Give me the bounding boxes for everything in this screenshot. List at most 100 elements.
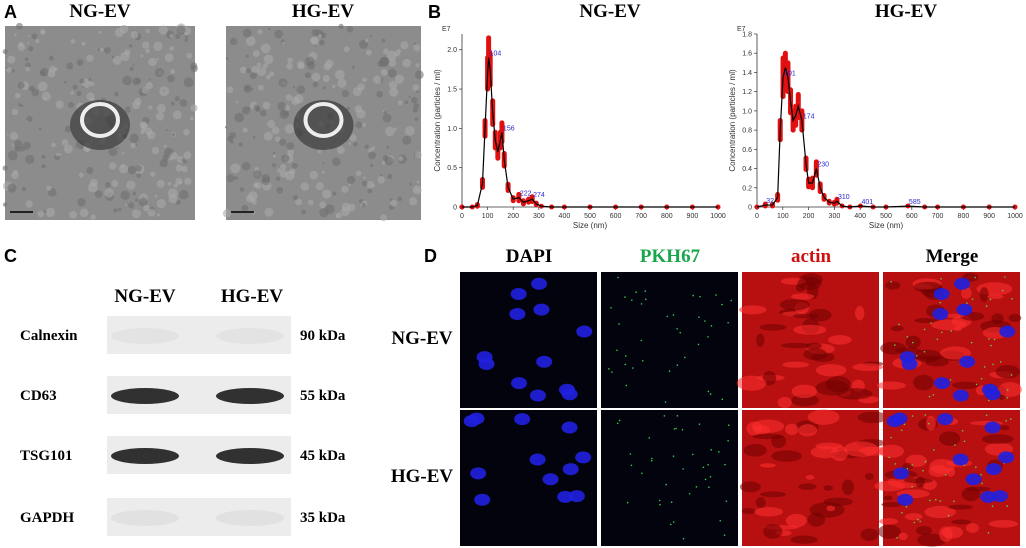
em-texture <box>404 126 415 136</box>
actin-texture <box>759 463 776 468</box>
em-texture <box>388 58 397 67</box>
em-texture <box>243 84 252 94</box>
blot-band <box>216 328 284 344</box>
nucleus <box>533 303 550 316</box>
actin-texture <box>793 324 827 335</box>
x-tick-label: 600 <box>906 213 918 220</box>
em-texture <box>176 25 186 35</box>
em-texture <box>285 170 295 181</box>
em-texture <box>296 85 306 94</box>
pkh-dot <box>890 436 892 439</box>
nucleus <box>568 490 585 503</box>
em-texture <box>38 127 42 131</box>
em-texture <box>323 86 327 90</box>
nucleus <box>509 308 526 321</box>
em-texture <box>127 165 137 175</box>
em-texture <box>13 139 23 149</box>
em-texture <box>412 84 420 92</box>
nucleus <box>529 389 546 402</box>
em-texture <box>355 121 363 129</box>
em-texture <box>280 163 287 170</box>
em-texture <box>332 157 341 167</box>
y-tick-label: 0 <box>453 205 457 212</box>
em-texture <box>142 41 150 49</box>
em-texture <box>81 41 86 46</box>
pkh-dot <box>990 344 992 347</box>
em-texture <box>90 214 96 220</box>
em-texture <box>241 161 251 171</box>
em-texture <box>354 105 363 113</box>
pkh-dot <box>911 415 914 417</box>
pkh-dot <box>939 500 942 502</box>
em-texture <box>172 110 182 120</box>
em-texture <box>120 190 130 200</box>
blot-strip <box>107 498 291 536</box>
em-texture <box>94 190 103 198</box>
em-texture <box>307 199 314 206</box>
em-texture <box>26 42 30 45</box>
em-texture <box>335 212 342 219</box>
actin-texture <box>753 425 771 435</box>
em-texture <box>309 171 319 180</box>
pkh-dot <box>974 276 977 279</box>
actin-texture <box>771 434 787 449</box>
actin-texture <box>913 281 943 293</box>
em-texture <box>43 210 47 213</box>
em-texture <box>184 31 188 36</box>
em-texture <box>154 67 165 78</box>
em-texture <box>129 133 139 144</box>
em-texture <box>257 29 263 35</box>
y-tick-label: 0.6 <box>742 147 752 154</box>
em-texture <box>222 209 232 218</box>
actin-texture <box>915 525 932 536</box>
pkh-dot <box>676 415 679 417</box>
nucleus <box>932 308 949 321</box>
nucleus <box>999 325 1016 338</box>
actin-texture <box>999 425 1010 431</box>
em-texture <box>340 207 350 217</box>
protein-label: CD63 <box>20 388 57 404</box>
em-texture <box>105 182 111 188</box>
em-texture <box>301 209 306 215</box>
em-texture <box>251 65 259 74</box>
em-texture <box>276 186 284 194</box>
em-texture <box>384 156 394 166</box>
x-tick-label: 1000 <box>1007 213 1023 220</box>
em-texture <box>189 116 194 121</box>
pkh-dot <box>727 424 730 427</box>
em-texture <box>382 113 392 123</box>
pkh-dot <box>682 468 684 470</box>
em-texture <box>252 135 256 139</box>
actin-texture <box>852 363 884 372</box>
actin-texture <box>917 533 947 547</box>
x-tick-label: 0 <box>460 213 464 220</box>
x-tick-label: 900 <box>687 213 699 220</box>
em-texture <box>169 33 174 39</box>
column-label: NG-EV <box>114 286 176 307</box>
em-texture <box>361 122 367 128</box>
pkh-dot <box>670 501 673 503</box>
em-texture <box>229 37 238 46</box>
y-axis-label: Concentration (particles / ml) <box>433 69 442 172</box>
em-texture <box>27 35 30 38</box>
pkh-dot <box>672 314 675 316</box>
em-texture <box>159 159 168 168</box>
actin-texture <box>756 333 765 347</box>
em-texture <box>139 121 147 129</box>
em-texture <box>383 48 389 55</box>
pkh-dot <box>1011 298 1013 300</box>
em-texture <box>26 115 33 122</box>
actin-texture <box>961 287 972 299</box>
em-texture <box>28 46 34 52</box>
pkh-dot <box>987 532 990 534</box>
nucleus <box>937 413 954 426</box>
pkh-dot <box>903 423 906 426</box>
nucleus <box>470 467 487 480</box>
em-texture <box>317 149 322 154</box>
em-texture <box>256 62 262 67</box>
em-texture <box>179 99 188 107</box>
em-texture <box>170 152 178 160</box>
actin-texture <box>826 505 836 512</box>
pkh-dot <box>640 303 643 305</box>
